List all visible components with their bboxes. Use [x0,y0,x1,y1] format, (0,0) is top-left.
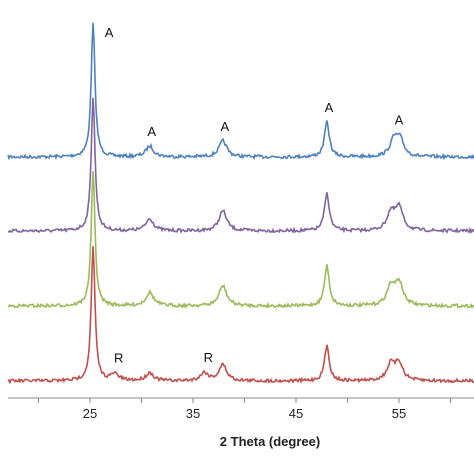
peak-label-a-1: A [105,25,114,40]
diffraction-traces [7,22,474,385]
peak-annotations: A A A A A R R [105,25,404,366]
x-axis: 25 35 45 55 [8,397,474,421]
x-axis-title: 2 Theta (degree) [220,434,320,449]
x-tick-label: 35 [186,406,200,421]
peak-label-r-6: R [114,351,123,366]
x-tick-label: 55 [392,406,406,421]
peak-label-a-2: A [147,124,156,139]
peak-label-r-7: R [204,350,213,365]
peak-label-a-5: A [395,113,404,128]
trace-series-4 [7,246,474,385]
x-tick-label: 25 [83,406,97,421]
trace-series-2 [7,97,474,235]
x-tick-label: 45 [289,406,303,421]
trace-series-1 [7,22,474,161]
trace-series-3 [7,171,474,310]
peak-label-a-4: A [325,100,334,115]
peak-label-a-3: A [221,119,230,134]
